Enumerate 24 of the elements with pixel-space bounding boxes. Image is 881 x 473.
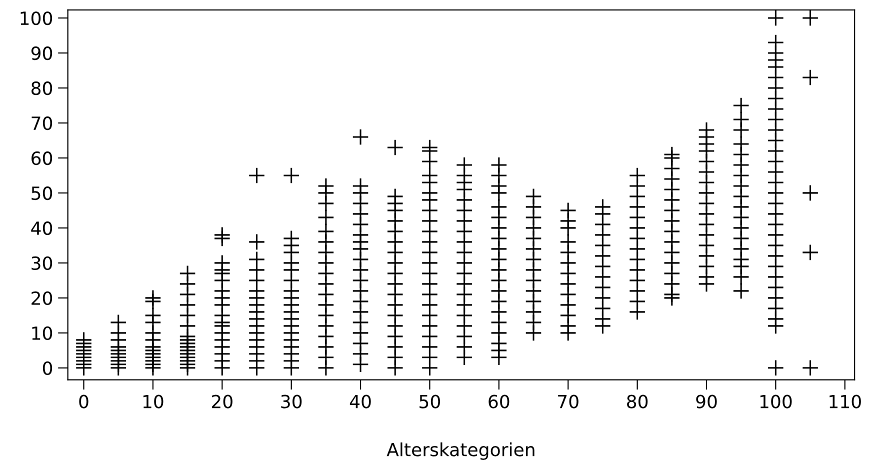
y-tick-label: 10 bbox=[32, 326, 52, 340]
x-tick-label: 110 bbox=[830, 394, 861, 408]
y-tick-label: 40 bbox=[31, 221, 52, 236]
x-tick-label: 60 bbox=[488, 394, 510, 408]
y-tick-label: 70 bbox=[32, 116, 52, 130]
y-tick-label: 90 bbox=[31, 46, 52, 60]
x-tick-label: 20 bbox=[212, 394, 232, 408]
y-tick-label: 50 bbox=[32, 186, 52, 200]
y-tick-label: 60 bbox=[32, 151, 52, 166]
y-tick-label: 30 bbox=[32, 256, 52, 270]
x-tick-label: 80 bbox=[627, 394, 648, 408]
x-tick-label: 10 bbox=[143, 394, 164, 408]
y-tick-label: 20 bbox=[32, 291, 52, 306]
y-tick-label: 80 bbox=[32, 81, 52, 96]
x-tick-label: 70 bbox=[558, 394, 578, 408]
x-tick-label: 90 bbox=[696, 394, 717, 408]
x-tick-label: 40 bbox=[350, 394, 371, 408]
x-tick-label: 100 bbox=[760, 394, 792, 408]
x-tick-label: 0 bbox=[79, 394, 88, 408]
y-tick-label: 0 bbox=[42, 361, 52, 376]
x-axis-title: Alterskategorien bbox=[386, 442, 534, 460]
x-tick-label: 30 bbox=[281, 394, 302, 408]
x-tick-label: 50 bbox=[420, 394, 440, 408]
y-tick-label: 100 bbox=[20, 11, 52, 26]
